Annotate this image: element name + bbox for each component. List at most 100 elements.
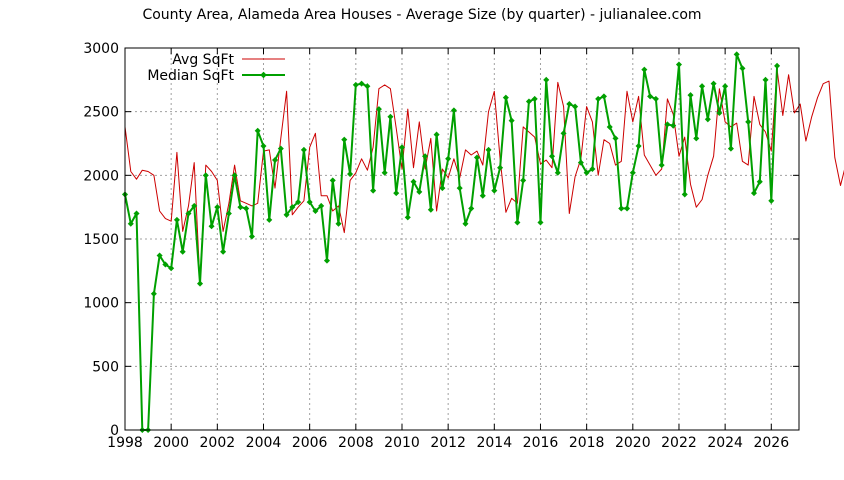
data-point bbox=[768, 197, 775, 204]
data-point bbox=[156, 252, 163, 259]
data-point bbox=[531, 95, 538, 102]
y-tick-label: 0 bbox=[110, 423, 119, 439]
plot-frame bbox=[124, 47, 800, 431]
data-point bbox=[433, 131, 440, 138]
data-point bbox=[641, 66, 648, 73]
data-point bbox=[548, 153, 556, 160]
data-point bbox=[364, 83, 371, 90]
x-tick-label: 2010 bbox=[384, 435, 420, 451]
data-point bbox=[289, 204, 296, 211]
legend-label: Median SqFt bbox=[147, 68, 234, 84]
data-point bbox=[681, 191, 688, 198]
data-point bbox=[577, 159, 584, 166]
data-point bbox=[606, 123, 613, 130]
y-tick-label: 500 bbox=[92, 359, 119, 375]
data-point bbox=[272, 157, 279, 164]
data-point bbox=[248, 233, 255, 240]
x-tick-label: 2022 bbox=[661, 435, 697, 451]
data-point bbox=[664, 121, 671, 128]
data-point bbox=[335, 220, 342, 227]
data-point bbox=[520, 177, 527, 184]
data-point bbox=[398, 144, 406, 151]
data-point bbox=[572, 103, 579, 110]
x-tick-label: 2012 bbox=[430, 435, 466, 451]
data-point bbox=[624, 205, 631, 212]
data-point bbox=[329, 177, 336, 184]
data-point bbox=[652, 95, 659, 102]
data-point bbox=[491, 187, 498, 194]
data-point bbox=[237, 204, 244, 211]
x-tick-label: 2018 bbox=[569, 435, 605, 451]
y-tick-label: 2000 bbox=[83, 168, 119, 184]
data-point bbox=[358, 80, 365, 87]
data-point bbox=[716, 109, 723, 116]
data-point bbox=[497, 164, 504, 171]
data-point bbox=[670, 122, 677, 129]
data-point bbox=[254, 127, 261, 134]
data-point bbox=[450, 107, 457, 114]
data-point bbox=[312, 207, 319, 215]
data-point bbox=[722, 83, 729, 90]
data-point bbox=[462, 220, 469, 227]
data-point bbox=[393, 190, 400, 197]
data-point bbox=[422, 153, 429, 160]
data-point bbox=[687, 92, 694, 99]
x-tick-label: 2006 bbox=[292, 435, 328, 451]
data-point bbox=[710, 80, 717, 87]
grid bbox=[125, 48, 799, 430]
data-point bbox=[283, 211, 290, 218]
data-point bbox=[693, 135, 700, 142]
data-point bbox=[733, 51, 740, 58]
data-point bbox=[439, 185, 446, 192]
data-point bbox=[704, 116, 711, 123]
data-point bbox=[352, 81, 359, 88]
series-median-sqft bbox=[121, 51, 781, 434]
data-point bbox=[502, 94, 509, 101]
data-point bbox=[468, 205, 475, 212]
x-tick-label: 2002 bbox=[200, 435, 236, 451]
data-point bbox=[277, 145, 284, 152]
data-point bbox=[525, 98, 532, 105]
series-group bbox=[121, 51, 844, 434]
data-point bbox=[543, 76, 550, 83]
data-point bbox=[231, 172, 238, 179]
data-point bbox=[739, 65, 746, 72]
data-point bbox=[658, 162, 665, 169]
x-tick-label: 2024 bbox=[707, 435, 743, 451]
data-point bbox=[566, 101, 573, 108]
data-point bbox=[756, 178, 763, 185]
data-point bbox=[243, 205, 250, 212]
data-point bbox=[699, 83, 706, 90]
data-point bbox=[774, 62, 781, 69]
data-point bbox=[479, 192, 486, 199]
data-point bbox=[537, 219, 544, 226]
data-point bbox=[225, 210, 232, 217]
data-point bbox=[150, 290, 157, 297]
data-point bbox=[381, 169, 388, 176]
data-point bbox=[583, 169, 590, 176]
data-point bbox=[300, 146, 307, 153]
axis-ticks: 0 500 1000 1500 2000 2500 3000 1998 2000 2002 2004… bbox=[83, 41, 799, 451]
x-tick-label: 2008 bbox=[338, 435, 374, 451]
legend-marker bbox=[260, 71, 267, 79]
chart-title: County Area, Alameda Area Houses - Avera… bbox=[142, 7, 701, 23]
data-point bbox=[220, 248, 227, 255]
x-tick-label: 2026 bbox=[753, 435, 789, 451]
y-tick-label: 3000 bbox=[83, 41, 119, 57]
data-point bbox=[266, 216, 273, 223]
y-tick-label: 1500 bbox=[83, 232, 119, 248]
data-point bbox=[208, 223, 215, 230]
x-tick-label: 1998 bbox=[107, 435, 143, 451]
x-tick-label: 2004 bbox=[246, 435, 282, 451]
data-point bbox=[196, 280, 204, 287]
data-point bbox=[306, 199, 313, 206]
data-point bbox=[445, 155, 452, 162]
data-point bbox=[127, 220, 134, 227]
series-avg-sqft bbox=[124, 69, 844, 285]
data-point bbox=[416, 188, 423, 195]
x-tick-label: 2000 bbox=[153, 435, 189, 451]
data-point bbox=[214, 204, 221, 211]
data-point bbox=[485, 146, 492, 153]
